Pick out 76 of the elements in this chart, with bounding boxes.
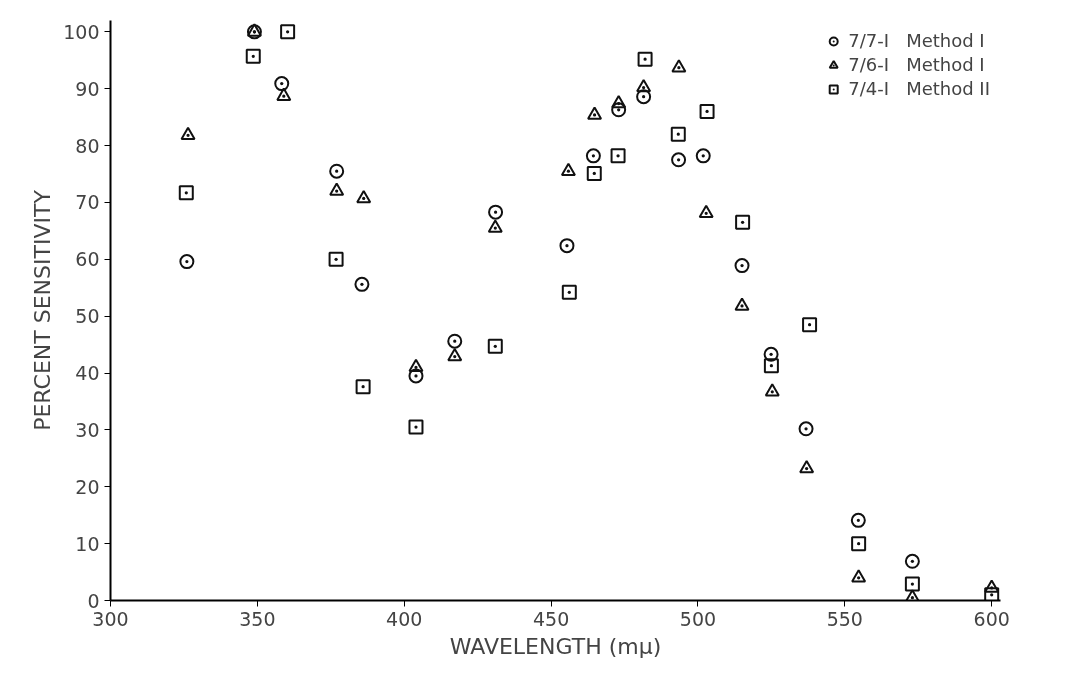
point xyxy=(850,512,866,528)
point xyxy=(276,87,292,101)
point xyxy=(178,185,194,201)
point xyxy=(585,148,601,164)
point xyxy=(354,276,370,292)
point xyxy=(763,346,779,362)
point xyxy=(904,576,920,592)
point xyxy=(356,189,372,204)
point xyxy=(734,258,750,274)
point xyxy=(764,383,780,397)
x-tick-label: 350 xyxy=(239,607,276,630)
point xyxy=(637,51,653,67)
x-tick-label: 600 xyxy=(973,607,1010,630)
point xyxy=(671,152,687,168)
point xyxy=(245,48,261,64)
y-tick-label: 80 xyxy=(75,134,100,157)
x-axis-title: WAVELENGTH (mμ) xyxy=(449,633,662,659)
point xyxy=(851,536,867,552)
point xyxy=(408,419,424,435)
x-tick-label: 500 xyxy=(679,607,717,630)
point xyxy=(671,59,687,73)
point xyxy=(586,165,602,181)
point xyxy=(636,89,652,105)
y-tick-label: 30 xyxy=(75,418,100,441)
point xyxy=(798,421,814,437)
point xyxy=(274,76,290,92)
point xyxy=(699,103,715,119)
y-tick-label: 60 xyxy=(75,248,100,271)
x-tick-label: 450 xyxy=(532,607,570,630)
point xyxy=(695,148,711,164)
point xyxy=(763,358,779,374)
point xyxy=(851,569,867,583)
point xyxy=(802,317,818,333)
legend-label: 7/7-I Method I xyxy=(848,30,985,51)
point xyxy=(799,460,815,474)
point xyxy=(179,254,195,270)
point xyxy=(329,182,345,196)
point xyxy=(560,162,576,176)
legend-label: 7/6-I Method I xyxy=(848,54,985,75)
y-axis-title: PERCENT SENSITIVITY xyxy=(30,189,56,431)
y-tick-label: 40 xyxy=(75,362,100,385)
point xyxy=(984,579,1000,593)
point xyxy=(698,204,714,219)
y-tick-label: 10 xyxy=(75,532,100,555)
point xyxy=(408,358,424,373)
point xyxy=(587,106,603,120)
y-tick-label: 20 xyxy=(75,475,100,498)
y-tick-label: 70 xyxy=(75,191,100,214)
y-tick-label: 90 xyxy=(75,77,100,100)
point xyxy=(280,24,296,40)
point xyxy=(734,297,750,311)
point xyxy=(611,102,627,118)
point xyxy=(487,338,503,354)
point xyxy=(904,553,920,569)
point xyxy=(561,284,577,300)
point xyxy=(670,126,686,142)
legend-label: 7/4-I Method II xyxy=(848,78,990,99)
point xyxy=(447,348,463,362)
point xyxy=(559,238,575,254)
x-tick-label: 550 xyxy=(826,607,863,630)
point xyxy=(408,368,424,384)
point xyxy=(735,214,751,230)
point xyxy=(636,79,652,93)
point xyxy=(180,126,196,141)
point xyxy=(488,204,504,220)
point xyxy=(984,587,1000,601)
point xyxy=(611,95,627,109)
y-tick-label: 50 xyxy=(75,305,100,328)
point xyxy=(328,251,344,267)
y-tick-label: 100 xyxy=(63,20,100,43)
point xyxy=(329,163,345,179)
point xyxy=(447,333,463,349)
x-tick-label: 400 xyxy=(386,607,423,630)
point xyxy=(487,219,503,233)
point xyxy=(610,148,626,164)
point xyxy=(355,379,371,395)
